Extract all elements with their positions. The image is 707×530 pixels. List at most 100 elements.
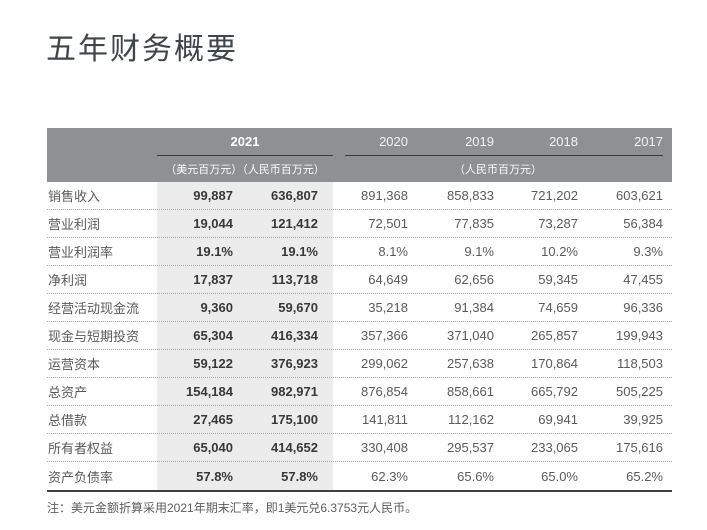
table-row: 所有者权益 65,040 414,652 330,408 295,537 233… xyxy=(47,434,672,462)
value-2017: 56,384 xyxy=(623,216,663,231)
year-2018-header: 2018 xyxy=(549,134,578,149)
value-2021-rmb: 982,971 xyxy=(271,384,318,399)
value-2019: 371,040 xyxy=(447,328,494,343)
value-2017: 175,616 xyxy=(616,440,663,455)
value-2021-usd: 65,304 xyxy=(193,328,233,343)
value-2021-usd: 9,360 xyxy=(200,300,233,315)
header-underline-current xyxy=(157,155,333,156)
table-row: 营业利润率 19.1% 19.1% 8.1% 9.1% 10.2% 9.3% xyxy=(47,238,672,266)
table-header: 2021 2020 2019 2018 2017 （美元百万元）（人民币百万元）… xyxy=(47,128,672,182)
value-2019: 9.1% xyxy=(464,244,494,259)
value-2020: 330,408 xyxy=(361,440,408,455)
value-2019: 295,537 xyxy=(447,440,494,455)
table-row: 资产负债率 57.8% 57.8% 62.3% 65.6% 65.0% 65.2… xyxy=(47,462,672,490)
value-2020: 35,218 xyxy=(368,300,408,315)
value-2021-rmb: 376,923 xyxy=(271,356,318,371)
row-label: 经营活动现金流 xyxy=(48,301,140,316)
table-row: 销售收入 99,887 636,807 891,368 858,833 721,… xyxy=(47,182,672,210)
header-underline-prior xyxy=(345,155,663,156)
row-label: 营业利润 xyxy=(48,217,101,232)
value-2021-rmb: 636,807 xyxy=(271,188,318,203)
value-2021-usd: 19,044 xyxy=(193,216,233,231)
value-2020: 357,366 xyxy=(361,328,408,343)
value-2019: 858,661 xyxy=(447,384,494,399)
value-2017: 96,336 xyxy=(623,300,663,315)
value-2017: 65.2% xyxy=(626,468,663,484)
value-2021-rmb: 175,100 xyxy=(271,412,318,427)
value-2019: 858,833 xyxy=(447,188,494,203)
value-2018: 721,202 xyxy=(531,188,578,203)
value-2020: 141,811 xyxy=(361,412,408,427)
value-2017: 47,455 xyxy=(623,272,663,287)
unit-header-row: （美元百万元）（人民币百万元） （人民币百万元） xyxy=(47,155,672,182)
value-2018: 665,792 xyxy=(531,384,578,399)
unit-label-current: （美元百万元）（人民币百万元） xyxy=(157,161,333,177)
unit-usd-label: （美元百万元） xyxy=(165,163,243,176)
current-year-highlight-column xyxy=(157,182,333,490)
value-2017: 39,925 xyxy=(623,412,663,427)
year-2017-header: 2017 xyxy=(634,134,663,149)
value-2018: 233,065 xyxy=(531,440,578,455)
year-2019-header: 2019 xyxy=(465,134,494,149)
value-2020: 876,854 xyxy=(361,384,408,399)
value-2017: 199,943 xyxy=(616,328,663,343)
value-2020: 299,062 xyxy=(361,356,408,371)
row-label: 运营资本 xyxy=(48,357,101,372)
row-label: 总借款 xyxy=(48,413,88,428)
value-2017: 603,621 xyxy=(616,188,663,203)
value-2020: 891,368 xyxy=(361,188,408,203)
value-2021-rmb: 121,412 xyxy=(271,216,318,231)
value-2018: 265,857 xyxy=(531,328,578,343)
value-2018: 73,287 xyxy=(538,216,578,231)
page-title: 五年财务概要 xyxy=(46,33,238,66)
value-2021-usd: 154,184 xyxy=(186,384,233,399)
value-2021-rmb: 416,334 xyxy=(271,328,318,343)
value-2021-usd: 99,887 xyxy=(193,188,233,203)
year-2021-header: 2021 xyxy=(230,134,260,149)
value-2018: 65.0% xyxy=(541,468,578,484)
row-label: 现金与短期投资 xyxy=(48,329,140,344)
value-2019: 112,162 xyxy=(447,412,494,427)
value-2021-rmb: 59,670 xyxy=(278,300,318,315)
value-2020: 62.3% xyxy=(371,468,408,484)
value-2018: 74,659 xyxy=(538,300,578,315)
value-2018: 170,864 xyxy=(531,356,578,371)
value-2019: 62,656 xyxy=(454,272,494,287)
table-body: 销售收入 99,887 636,807 891,368 858,833 721,… xyxy=(47,182,672,492)
year-header-row: 2021 2020 2019 2018 2017 xyxy=(47,128,672,155)
table-row: 运营资本 59,122 376,923 299,062 257,638 170,… xyxy=(47,350,672,378)
value-2020: 72,501 xyxy=(368,216,408,231)
value-2021-rmb: 19.1% xyxy=(281,244,318,259)
unit-label-prior: （人民币百万元） xyxy=(454,163,542,176)
row-label: 资产负债率 xyxy=(48,469,114,485)
value-2021-usd: 27,465 xyxy=(193,412,233,427)
value-2021-usd: 17,837 xyxy=(193,272,233,287)
value-2021-usd: 57.8% xyxy=(196,468,233,484)
table-row: 总借款 27,465 175,100 141,811 112,162 69,94… xyxy=(47,406,672,434)
value-2021-usd: 19.1% xyxy=(196,244,233,259)
value-2019: 257,638 xyxy=(447,356,494,371)
value-2019: 65.6% xyxy=(457,468,494,484)
table-row: 总资产 154,184 982,971 876,854 858,661 665,… xyxy=(47,378,672,406)
value-2020: 8.1% xyxy=(378,244,408,259)
value-2018: 69,941 xyxy=(538,412,578,427)
value-2019: 91,384 xyxy=(454,300,494,315)
value-2019: 77,835 xyxy=(454,216,494,231)
value-2018: 59,345 xyxy=(538,272,578,287)
table-row: 营业利润 19,044 121,412 72,501 77,835 73,287… xyxy=(47,210,672,238)
value-2021-rmb: 414,652 xyxy=(271,440,318,455)
table-row: 现金与短期投资 65,304 416,334 357,366 371,040 2… xyxy=(47,322,672,350)
value-2021-usd: 59,122 xyxy=(193,356,233,371)
row-label: 总资产 xyxy=(48,385,88,400)
year-2020-header: 2020 xyxy=(379,134,408,149)
footnote: 注：美元金额折算采用2021年期末汇率，即1美元兑6.3753元人民币。 xyxy=(47,501,418,515)
value-2017: 9.3% xyxy=(633,244,663,259)
row-label: 净利润 xyxy=(48,273,88,288)
table-row: 净利润 17,837 113,718 64,649 62,656 59,345 … xyxy=(47,266,672,294)
row-label: 营业利润率 xyxy=(48,245,114,260)
unit-rmb-label: （人民币百万元） xyxy=(242,163,325,176)
value-2017: 505,225 xyxy=(616,384,663,399)
row-label: 所有者权益 xyxy=(48,441,114,456)
value-2021-rmb: 57.8% xyxy=(281,468,318,484)
